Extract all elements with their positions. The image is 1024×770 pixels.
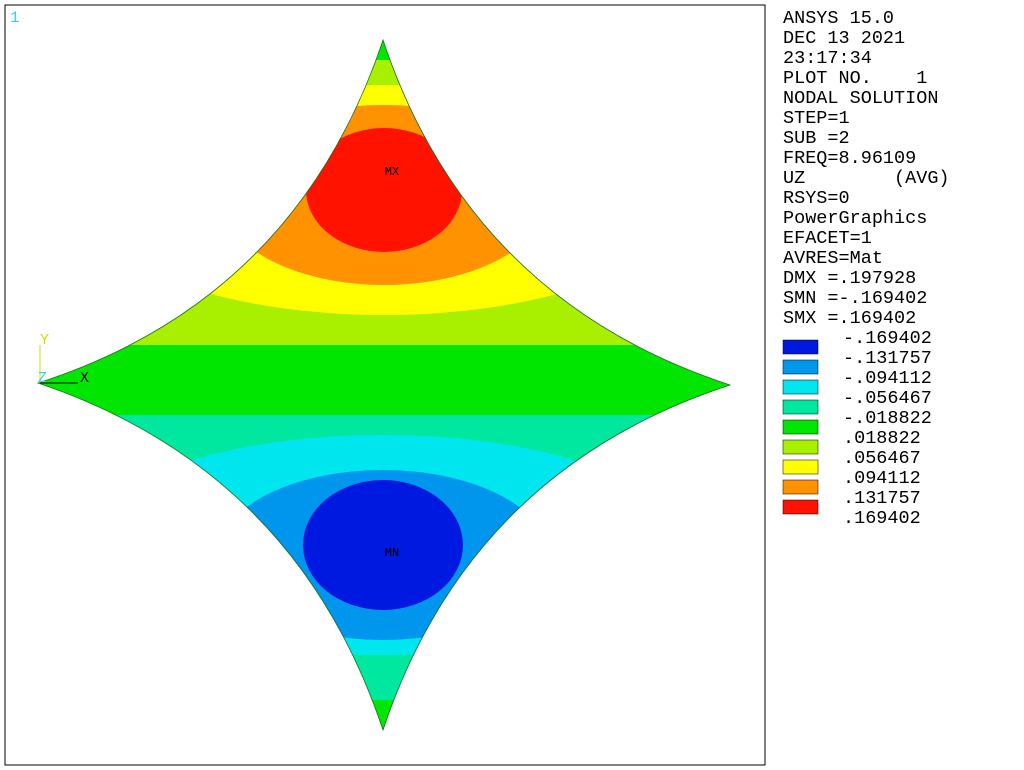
info-line: DEC 13 2021 [783,28,905,49]
legend-swatch [782,439,819,455]
legend-swatch [782,399,819,415]
info-line: UZ (AVG) [783,168,950,189]
info-line: SUB =2 [783,128,850,149]
legend-swatch [782,359,819,375]
legend-label: -.018822 [843,408,932,429]
info-line: ANSYS 15.0 [783,8,894,29]
legend-label: .056467 [843,448,921,469]
legend-label: -.169402 [843,328,932,349]
legend-swatch [782,499,819,515]
legend-swatch [782,339,819,355]
legend-swatch [782,379,819,395]
info-line: AVRES=Mat [783,248,883,269]
info-line: RSYS=0 [783,188,850,209]
triad: X Y Z [38,332,89,387]
legend-swatch [782,419,819,435]
info-line: SMX =.169402 [783,308,916,329]
window-number: 1 [10,9,20,27]
legend-label: -.094112 [843,368,932,389]
legend-label: -.131757 [843,348,932,369]
legend-label: -.056467 [843,388,932,409]
info-line: PowerGraphics [783,208,927,229]
legend-swatch [782,459,819,475]
mesh-outline [36,38,732,732]
legend-swatch [782,479,819,495]
triad-z-label: Z [38,370,47,387]
triad-y-label: Y [40,332,49,349]
info-line: DMX =.197928 [783,268,916,289]
info-line: NODAL SOLUTION [783,88,938,109]
legend-label: .131757 [843,488,921,509]
min-marker: MN [385,546,399,560]
info-line: PLOT NO. 1 [783,68,927,89]
legend-label: .169402 [843,508,921,529]
triad-x-label: X [80,370,89,387]
legend-label: .094112 [843,468,921,489]
info-line: STEP=1 [783,108,850,129]
legend-label: .018822 [843,428,921,449]
info-line: 23:17:34 [783,48,872,69]
max-marker: MX [385,165,399,179]
info-line: EFACET=1 [783,228,872,249]
info-line: SMN =-.169402 [783,288,927,309]
info-line: FREQ=8.96109 [783,148,916,169]
